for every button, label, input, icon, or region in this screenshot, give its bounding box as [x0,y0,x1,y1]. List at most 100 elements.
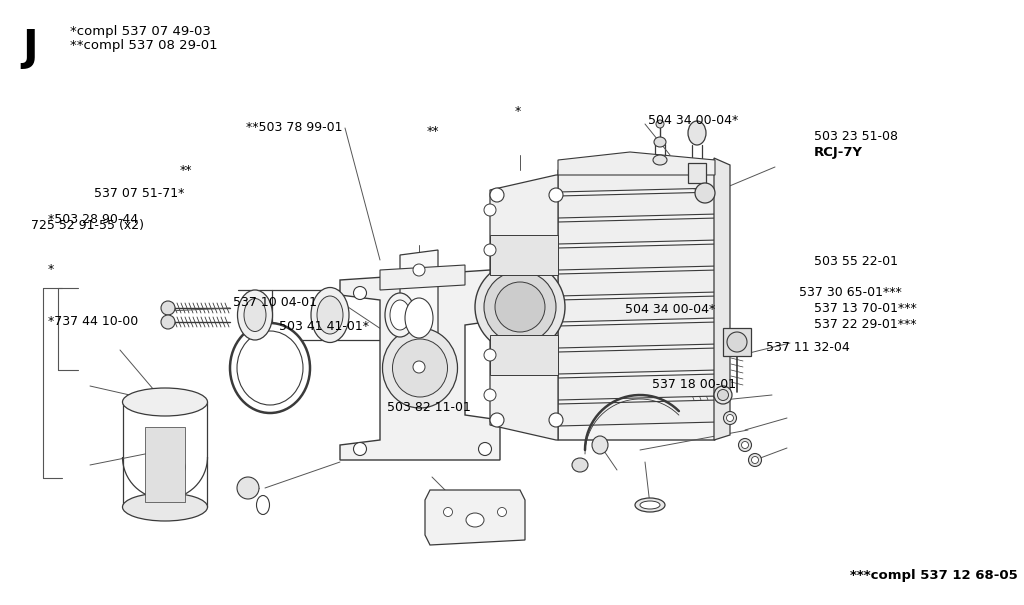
Ellipse shape [475,262,565,352]
Ellipse shape [406,298,433,338]
Ellipse shape [592,436,608,454]
Ellipse shape [238,290,272,340]
Text: 504 34 00-04*: 504 34 00-04* [625,303,715,316]
Polygon shape [558,218,718,244]
Ellipse shape [549,188,563,202]
Ellipse shape [653,155,667,165]
Polygon shape [723,328,751,356]
Polygon shape [558,166,718,192]
Ellipse shape [572,458,588,472]
Polygon shape [558,400,718,426]
Ellipse shape [237,477,259,499]
Ellipse shape [654,137,666,147]
Ellipse shape [478,287,492,299]
Ellipse shape [484,389,496,401]
Text: 537 11 32-04: 537 11 32-04 [766,341,850,355]
Ellipse shape [656,120,664,128]
Ellipse shape [353,442,367,456]
Text: *compl 537 07 49-03: *compl 537 07 49-03 [70,25,211,38]
Ellipse shape [484,244,496,256]
Ellipse shape [635,498,665,512]
Polygon shape [558,152,715,175]
Polygon shape [688,163,706,183]
Polygon shape [714,158,730,440]
Ellipse shape [317,296,343,334]
Ellipse shape [413,264,425,276]
Text: 503 82 11-01: 503 82 11-01 [387,401,471,414]
Ellipse shape [385,293,415,337]
Text: 503 41 41-01*: 503 41 41-01* [279,320,369,333]
Ellipse shape [311,287,349,342]
Ellipse shape [161,315,175,329]
Ellipse shape [155,452,185,482]
Text: ***compl 537 12 68-05: ***compl 537 12 68-05 [850,569,1018,582]
Text: **: ** [179,164,191,177]
Ellipse shape [714,386,732,404]
Ellipse shape [490,413,504,427]
Polygon shape [425,490,525,545]
Text: *: * [48,263,54,276]
Ellipse shape [726,414,733,422]
Ellipse shape [718,390,728,401]
Polygon shape [558,270,718,296]
Ellipse shape [495,282,545,332]
Polygon shape [558,192,718,218]
Text: 503 23 51-08: 503 23 51-08 [814,129,898,143]
Ellipse shape [741,442,749,448]
Ellipse shape [498,508,507,517]
Text: *737 44 10-00: *737 44 10-00 [48,315,138,329]
Text: 725 52 91-55 (x2): 725 52 91-55 (x2) [31,219,143,232]
Ellipse shape [390,300,410,330]
Ellipse shape [244,298,266,332]
Ellipse shape [392,339,447,397]
Text: **compl 537 08 29-01: **compl 537 08 29-01 [70,39,217,52]
Polygon shape [490,175,558,440]
Text: J: J [23,27,38,69]
Ellipse shape [161,301,175,315]
Ellipse shape [640,501,660,509]
Text: RCJ-7Y: RCJ-7Y [814,146,863,159]
Ellipse shape [738,439,752,451]
Polygon shape [340,270,500,460]
Ellipse shape [727,332,746,352]
Text: *: * [515,105,521,119]
Text: 537 30 65-01***: 537 30 65-01*** [799,286,901,299]
Text: **: ** [427,125,439,138]
Text: 537 22 29-01***: 537 22 29-01*** [814,318,916,332]
Ellipse shape [688,121,706,145]
Polygon shape [400,250,438,385]
Ellipse shape [237,331,303,405]
Ellipse shape [549,413,563,427]
Ellipse shape [484,271,556,343]
Ellipse shape [162,459,178,475]
Ellipse shape [123,493,208,521]
Ellipse shape [478,442,492,456]
Polygon shape [145,427,185,502]
Ellipse shape [484,204,496,216]
Text: *503 28 90-44: *503 28 90-44 [48,213,138,226]
Ellipse shape [123,388,208,416]
Ellipse shape [353,287,367,299]
Ellipse shape [484,349,496,361]
Text: 537 13 70-01***: 537 13 70-01*** [814,302,916,315]
Ellipse shape [256,495,269,514]
Polygon shape [558,160,715,440]
Polygon shape [558,244,718,270]
Polygon shape [490,335,558,375]
Ellipse shape [383,328,458,408]
Ellipse shape [466,513,484,527]
Ellipse shape [749,454,762,466]
Text: 537 07 51-71*: 537 07 51-71* [94,187,184,200]
Polygon shape [490,235,558,275]
Ellipse shape [752,457,759,463]
Polygon shape [558,374,718,400]
Text: 537 18 00-01: 537 18 00-01 [652,378,736,391]
Polygon shape [558,296,718,322]
Text: **503 78 99-01: **503 78 99-01 [246,120,342,134]
Text: 504 34 00-04*: 504 34 00-04* [648,114,738,128]
Polygon shape [558,348,718,374]
Ellipse shape [724,411,736,425]
Text: 537 10 04-01: 537 10 04-01 [233,296,317,309]
Polygon shape [558,322,718,348]
Ellipse shape [230,323,310,413]
